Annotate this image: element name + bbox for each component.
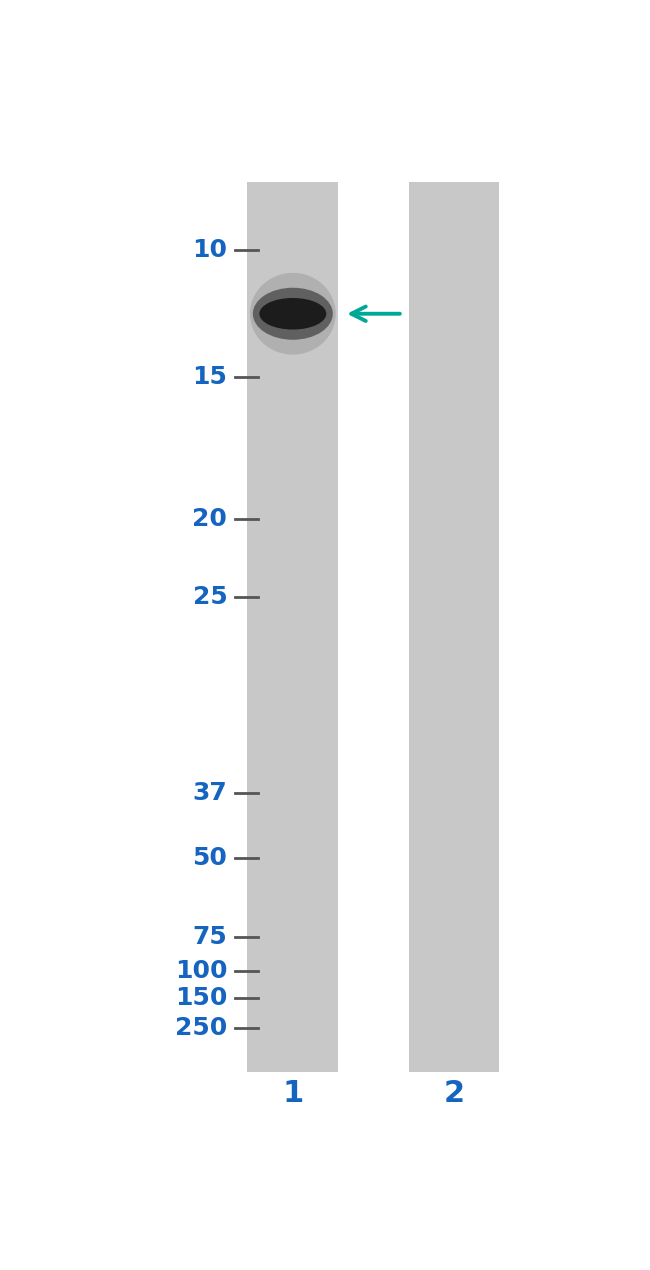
Text: 100: 100 — [175, 959, 228, 983]
Text: 15: 15 — [192, 366, 227, 390]
Text: 1: 1 — [282, 1078, 304, 1107]
Text: 25: 25 — [192, 585, 227, 610]
Bar — [248, 182, 338, 1072]
Text: 75: 75 — [192, 925, 227, 949]
Bar — [409, 182, 499, 1072]
Ellipse shape — [259, 298, 326, 329]
Text: 20: 20 — [192, 507, 227, 531]
Text: 150: 150 — [175, 987, 228, 1010]
Text: 10: 10 — [192, 239, 227, 262]
Text: 2: 2 — [443, 1078, 465, 1107]
Text: 50: 50 — [192, 846, 227, 870]
Text: 37: 37 — [192, 781, 227, 805]
Text: 250: 250 — [175, 1016, 228, 1040]
Ellipse shape — [250, 273, 335, 354]
Ellipse shape — [253, 288, 333, 340]
